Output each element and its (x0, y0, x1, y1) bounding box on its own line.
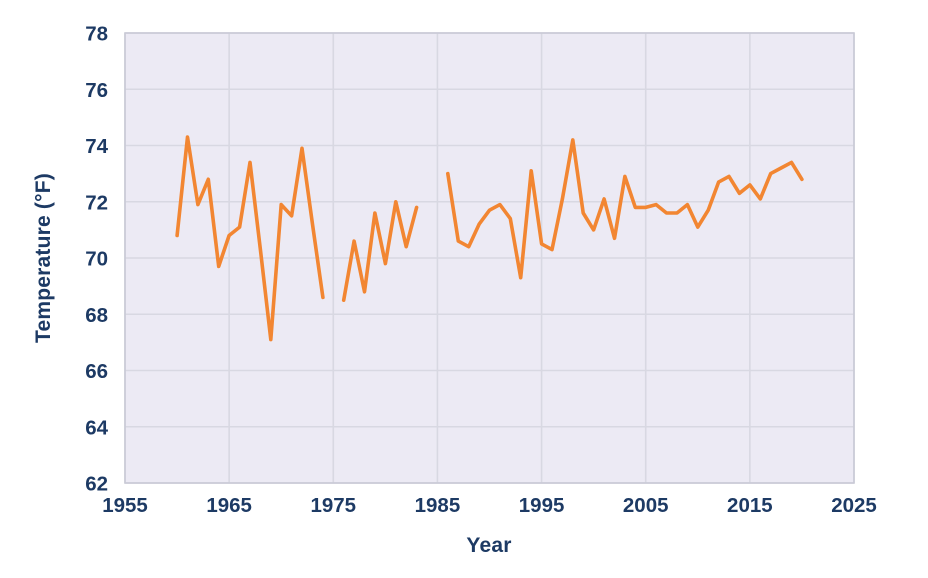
y-tick-label: 76 (85, 79, 108, 102)
y-tick-label: 74 (85, 135, 108, 158)
x-tick-label: 2015 (727, 494, 773, 517)
x-tick-label: 2005 (623, 494, 669, 517)
x-tick-label: 1995 (519, 494, 565, 517)
plot-border (124, 32, 855, 484)
y-tick-label: 66 (85, 360, 108, 383)
x-tick-label: 1985 (415, 494, 461, 517)
x-tick-label: 2025 (831, 494, 877, 517)
temperature-series-line (175, 135, 804, 342)
x-tick-label: 1955 (102, 494, 148, 517)
x-tick-label: 1975 (310, 494, 356, 517)
y-tick-label: 62 (85, 473, 108, 496)
y-tick-label: 72 (85, 191, 108, 214)
y-axis-title: Temperature (°F) (32, 173, 55, 343)
y-tick-label: 70 (85, 248, 108, 271)
x-axis-title: Year (466, 534, 512, 557)
x-tick-label: 1965 (206, 494, 252, 517)
y-tick-label: 78 (85, 23, 108, 46)
y-tick-label: 64 (85, 416, 108, 439)
y-tick-label: 68 (85, 304, 108, 327)
